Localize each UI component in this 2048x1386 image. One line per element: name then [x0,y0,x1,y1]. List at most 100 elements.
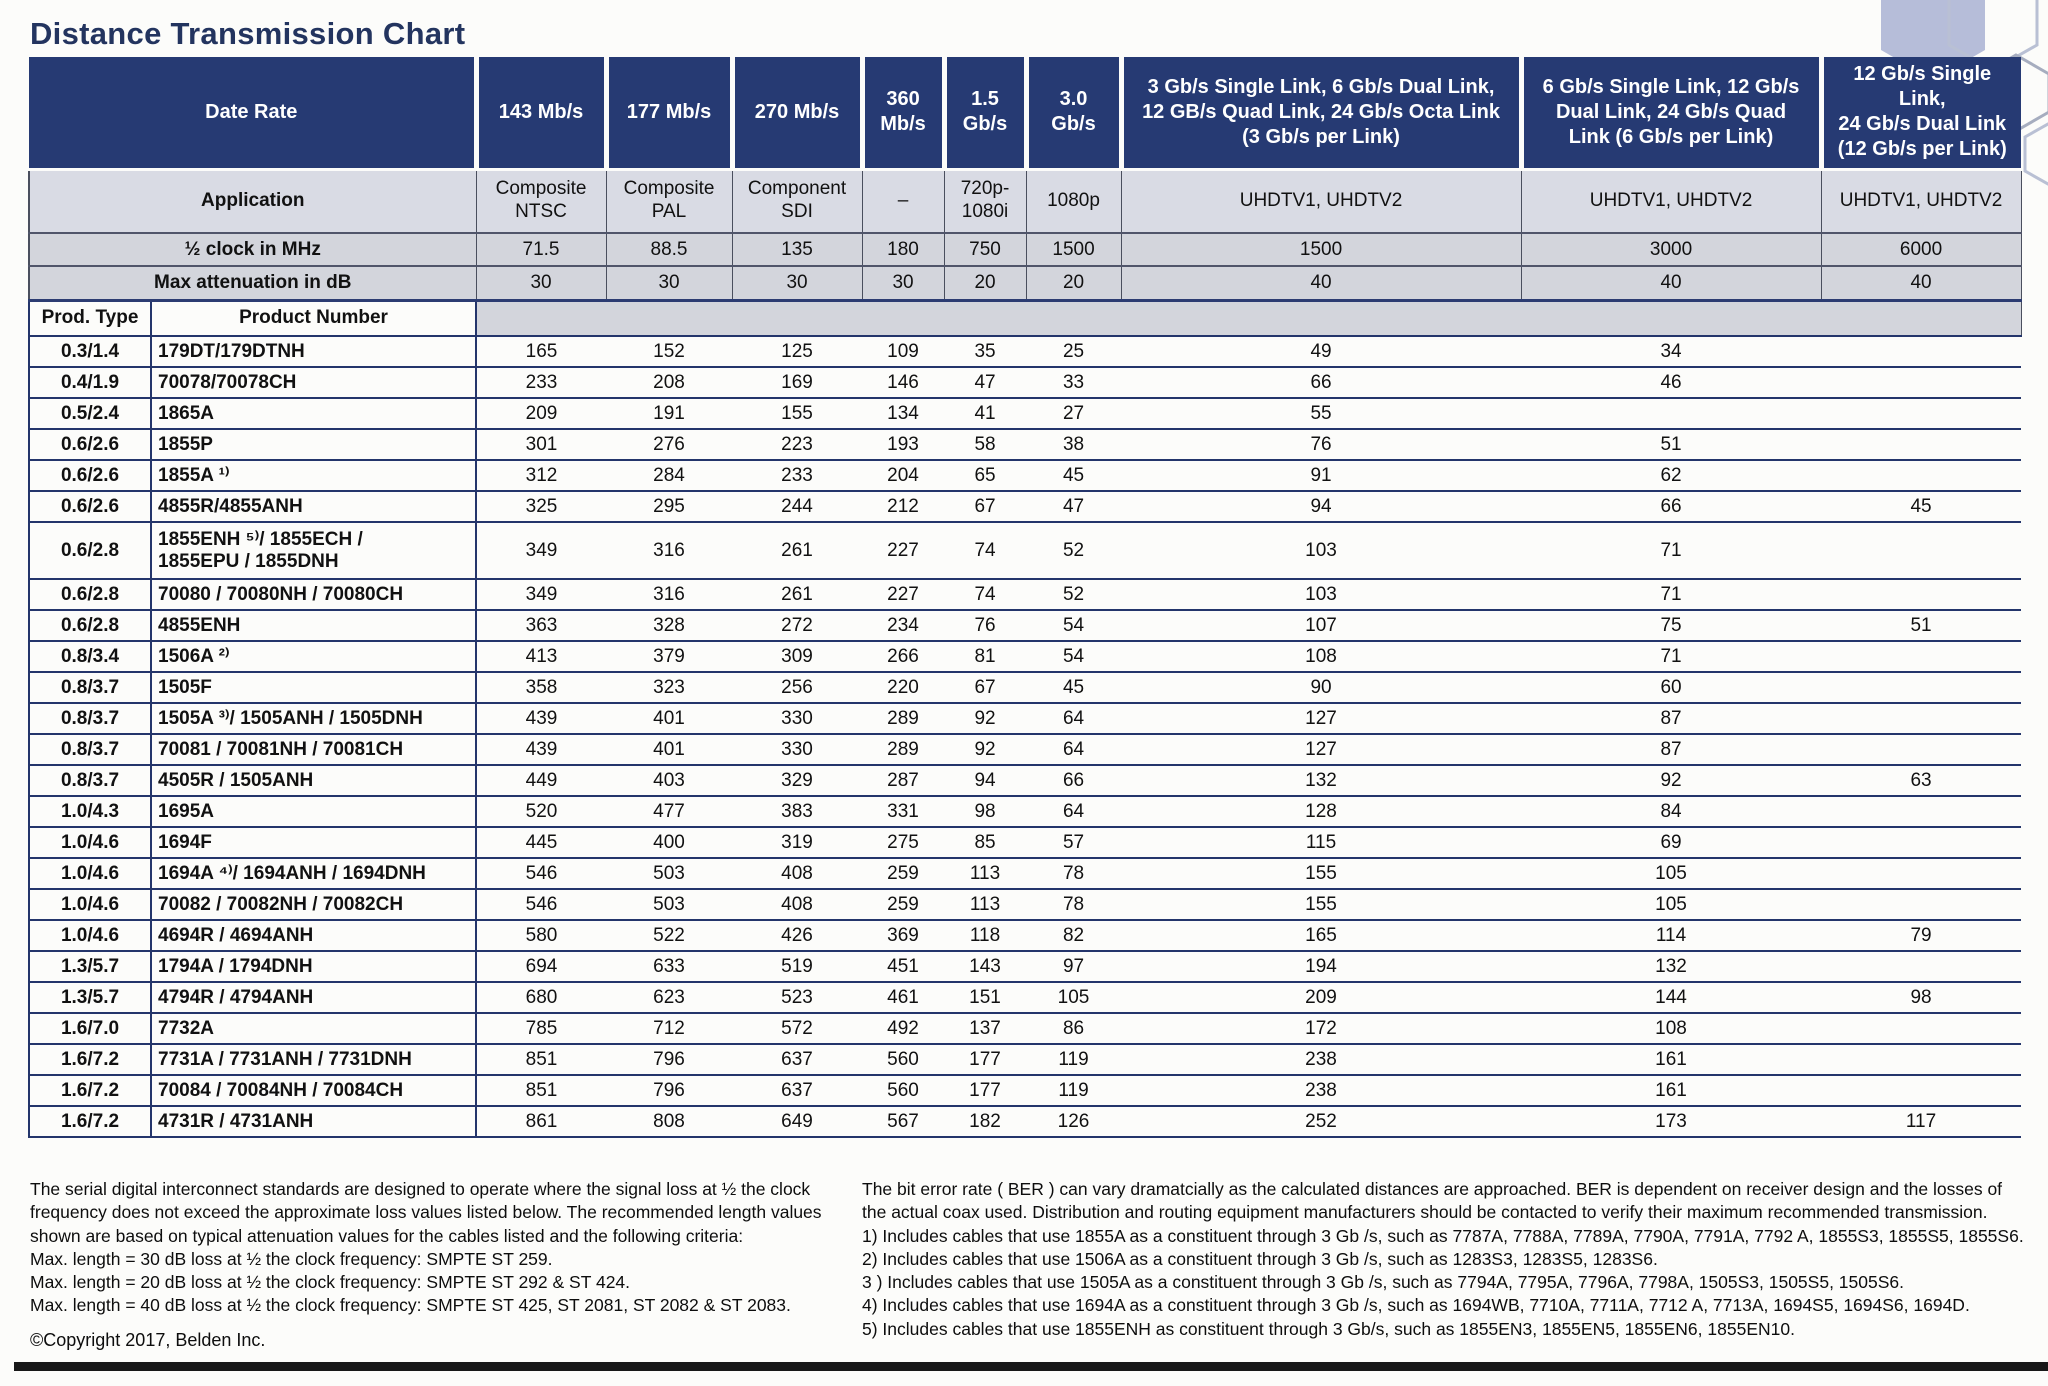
distance-value-cell: 51 [1821,610,2022,642]
distance-value-cell [1821,951,2022,983]
table-header-row: Date Rate 143 Mb/s 177 Mb/s 270 Mb/s 360… [29,57,2022,171]
table-row: 1.3/5.7 1794A / 1794DNH 694 633 519 451 143 97 1… [28,951,2022,983]
distance-value-cell: 227 [862,522,945,580]
distance-value-cell: 637 [732,1044,863,1076]
footnote-max-length-20: Max. length = 20 dB loss at ½ the clock … [30,1272,631,1293]
product-number-cell: 1506A ²⁾ [151,641,478,673]
distance-value-cell: 38 [1026,429,1122,461]
footnote-right: The bit error rate ( BER ) can vary dram… [862,1178,2027,1341]
prod-type-cell: 0.8/3.7 [28,765,152,797]
prod-type-cell: 1.0/4.6 [28,858,152,890]
product-number-cell: 1694F [151,827,478,859]
table-row: 1.6/7.0 7732A 785 712 572 492 137 86 172 108 [28,1013,2022,1045]
distance-value-cell: 851 [476,1075,607,1107]
distance-value-cell: 363 [476,610,607,642]
distance-value-cell: 301 [476,429,607,461]
distance-value-cell: 161 [1521,1075,1822,1107]
distance-value-cell: 66 [1121,367,1522,399]
distance-value-cell: 105 [1521,889,1822,921]
distance-value-cell: 309 [732,641,863,673]
prod-type-cell: 0.6/2.6 [28,460,152,492]
distance-value-cell: 796 [606,1044,733,1076]
distance-value-cell: 47 [944,367,1027,399]
prod-type-cell: 0.8/3.7 [28,703,152,735]
distance-value-cell: 208 [606,367,733,399]
distance-value-cell: 503 [606,889,733,921]
distance-value-cell: 177 [944,1075,1027,1107]
distance-value-cell: 259 [862,858,945,890]
prod-type-cell: 0.6/2.8 [28,579,152,611]
distance-value-cell: 244 [732,491,863,523]
table-row: 0.5/2.4 1865A 209 191 155 134 41 27 55 [28,398,2022,430]
distance-value-cell: 137 [944,1013,1027,1045]
distance-value-cell: 358 [476,672,607,704]
prod-type-cell: 1.6/7.2 [28,1075,152,1107]
distance-value-cell: 75 [1521,610,1822,642]
table-row: 0.3/1.4 179DT/179DTNH 165 152 125 109 35 25 49 34 [28,336,2022,368]
col-header-prod-type: Prod. Type [28,300,151,337]
distance-value-cell: 126 [1026,1106,1122,1138]
col-header-rate-1-5: 1.5 Gb/s [941,57,1027,171]
distance-value-cell: 295 [606,491,733,523]
distance-value-cell: 408 [732,889,863,921]
row-header-max-attenuation: Max attenuation in dB [27,266,477,302]
distance-value-cell: 209 [476,398,607,430]
distance-value-cell: 155 [1121,889,1522,921]
distance-value-cell: 204 [862,460,945,492]
distance-value-cell: 119 [1026,1044,1122,1076]
col-header-rate-3g-link: 3 Gb/s Single Link, 6 Gb/s Dual Link, 12… [1118,57,1522,171]
distance-value-cell: 71 [1521,641,1822,673]
table-row: 1.0/4.6 4694R / 4694ANH 580 522 426 369 118 82 1… [28,920,2022,952]
distance-value-cell [1821,579,2022,611]
max-attenuation-cell: 40 [1120,266,1522,302]
distance-value-cell: 90 [1121,672,1522,704]
distance-value-cell: 567 [862,1106,945,1138]
distance-value-cell: 182 [944,1106,1027,1138]
product-number-cell: 4855R/4855ANH [151,491,478,523]
prod-type-cell: 1.0/4.6 [28,920,152,952]
distance-value-cell: 413 [476,641,607,673]
product-number-cell: 1865A [151,398,478,430]
distance-value-cell: 113 [944,889,1027,921]
footnote-1: 1) Includes cables that use 1855A as a c… [862,1225,2024,1246]
distance-value-cell: 445 [476,827,607,859]
distance-value-cell: 330 [732,734,863,766]
distance-value-cell: 401 [606,734,733,766]
distance-value-cell: 316 [606,579,733,611]
table-row: 1.0/4.6 70082 / 70082NH / 70082CH 546 503 40… [28,889,2022,921]
footnote-5: 5) Includes cables that use 1855ENH as c… [862,1318,1795,1339]
distance-value-cell: 151 [944,982,1027,1014]
half-clock-cell: 88.5 [605,233,733,267]
distance-value-cell: 34 [1521,336,1822,368]
distance-value-cell: 177 [944,1044,1027,1076]
prod-type-cell: 1.3/5.7 [28,951,152,983]
distance-value-cell: 546 [476,889,607,921]
distance-value-cell: 238 [1121,1044,1522,1076]
distance-value-cell: 379 [606,641,733,673]
col-header-rate-12g-link: 12 Gb/s Single Link, 24 Gb/s Dual Link (… [1818,57,2022,171]
distance-value-cell: 383 [732,796,863,828]
product-number-cell: 7731A / 7731ANH / 7731DNH [151,1044,478,1076]
distance-value-cell: 71 [1521,522,1822,580]
distance-table-body: 0.3/1.4 179DT/179DTNH 165 152 125 109 35 25 49 34… [28,336,2022,1138]
distance-value-cell: 449 [476,765,607,797]
distance-value-cell: 76 [944,610,1027,642]
distance-value-cell: 128 [1121,796,1522,828]
distance-value-cell: 62 [1521,460,1822,492]
distance-value-cell: 233 [732,460,863,492]
distance-value-cell: 234 [862,610,945,642]
footnote-left-paragraph: The serial digital interconnect standard… [30,1179,822,1246]
distance-value-cell: 91 [1121,460,1522,492]
distance-transmission-table: Date Rate 143 Mb/s 177 Mb/s 270 Mb/s 360… [27,57,2022,1138]
product-number-cell: 1855A ¹⁾ [151,460,478,492]
distance-value-cell: 115 [1121,827,1522,859]
prod-type-cell: 1.6/7.0 [28,1013,152,1045]
col-header-rate-3-0: 3.0 Gb/s [1023,57,1122,171]
distance-value-cell: 67 [944,491,1027,523]
distance-value-cell: 256 [732,672,863,704]
distance-value-cell: 522 [606,920,733,952]
distance-value-cell: 143 [944,951,1027,983]
distance-value-cell: 401 [606,703,733,735]
distance-value-cell: 45 [1026,672,1122,704]
product-number-cell: 4794R / 4794ANH [151,982,478,1014]
